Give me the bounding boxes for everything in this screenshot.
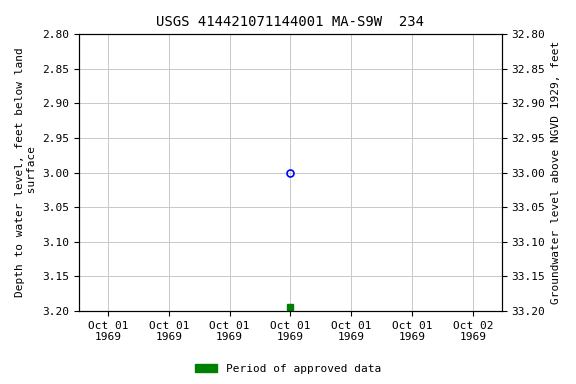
Title: USGS 414421071144001 MA-S9W  234: USGS 414421071144001 MA-S9W 234	[157, 15, 425, 29]
Legend: Period of approved data: Period of approved data	[191, 359, 385, 379]
Y-axis label: Groundwater level above NGVD 1929, feet: Groundwater level above NGVD 1929, feet	[551, 41, 561, 304]
Y-axis label: Depth to water level, feet below land
 surface: Depth to water level, feet below land su…	[15, 48, 37, 298]
